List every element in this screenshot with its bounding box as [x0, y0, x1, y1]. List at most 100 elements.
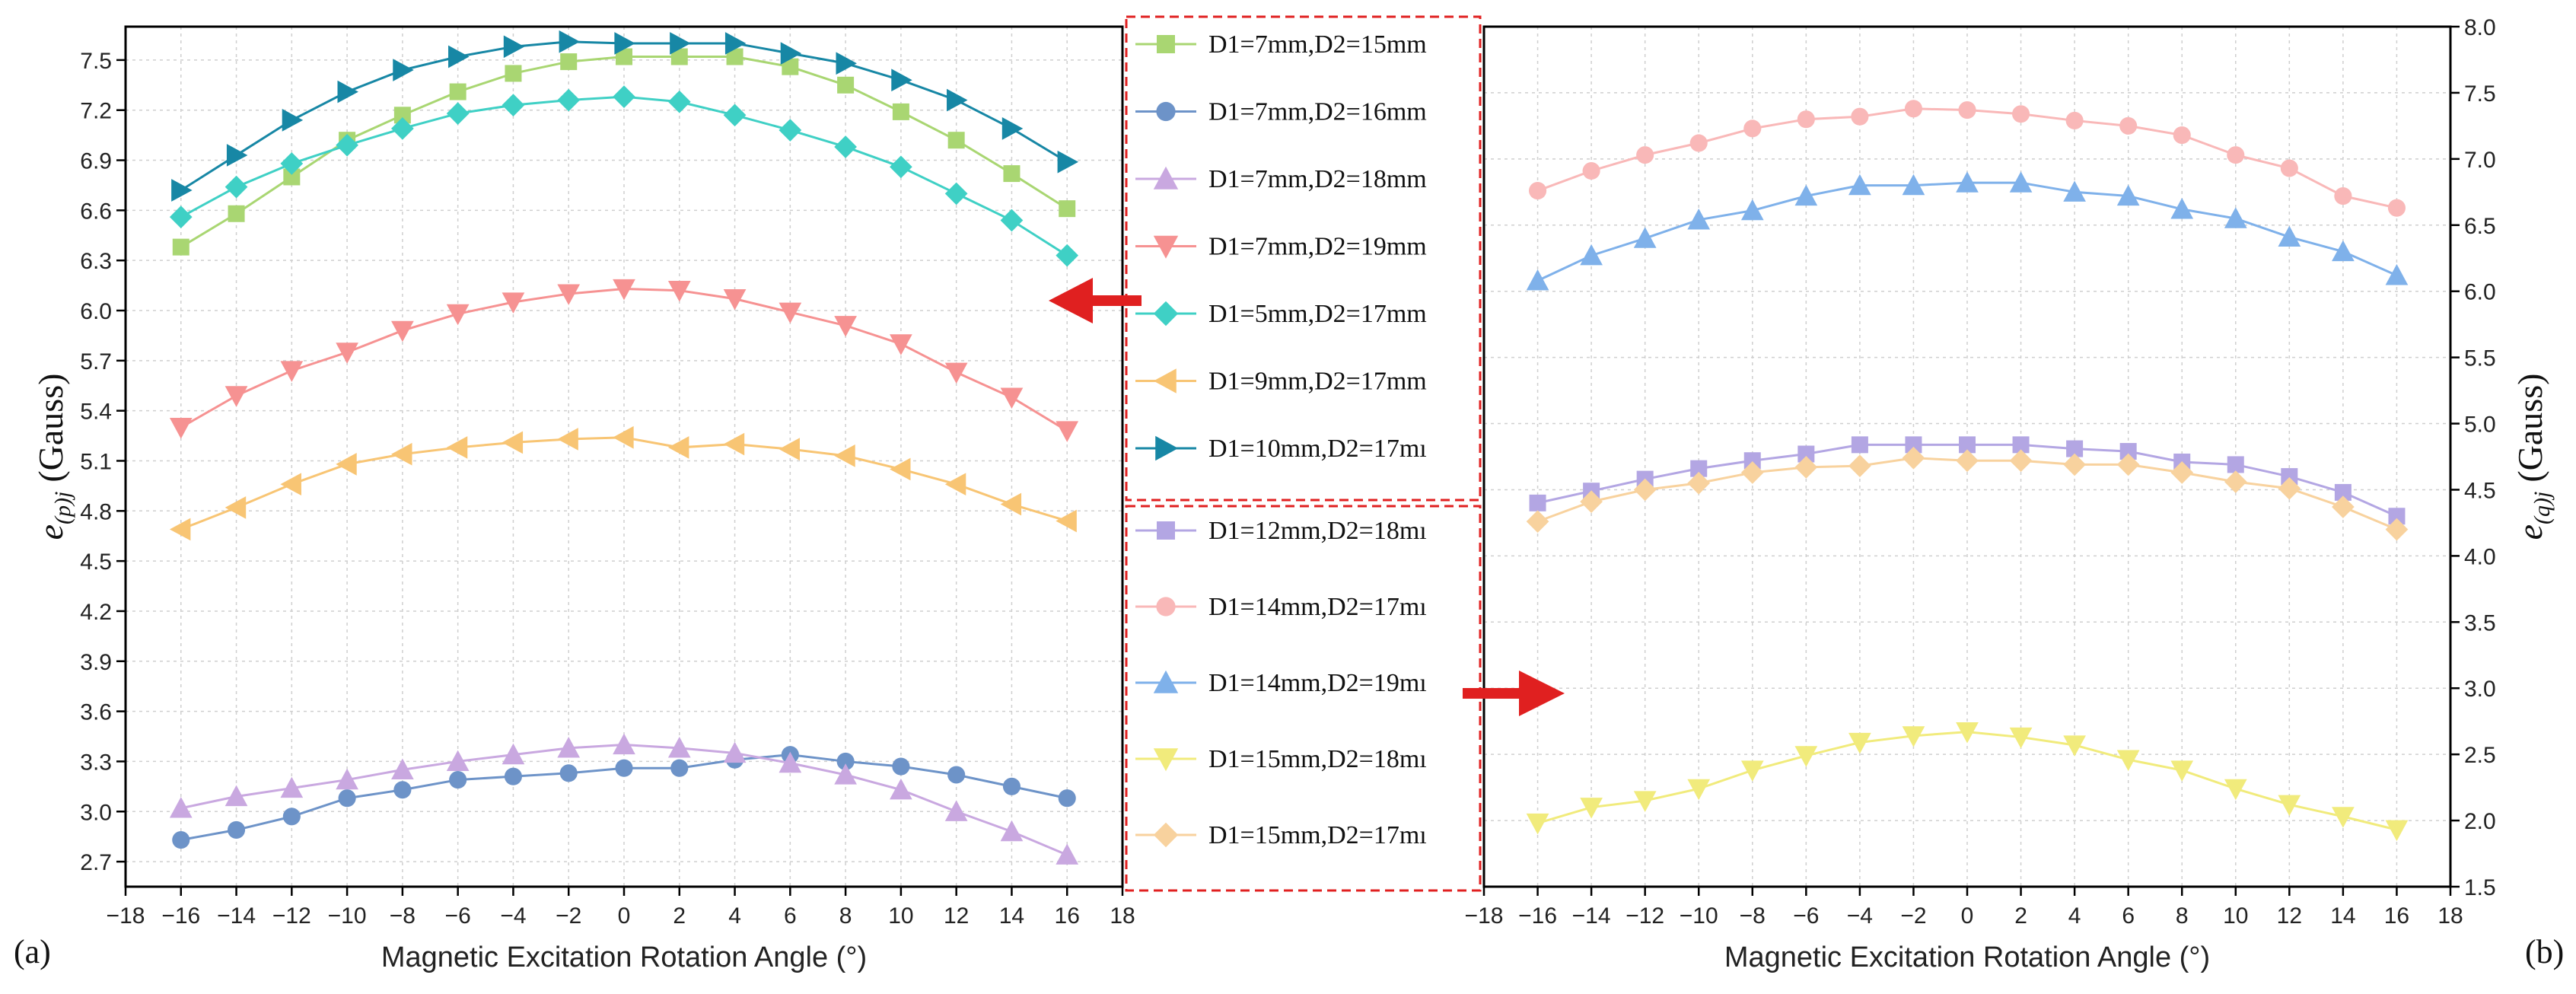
data-point	[391, 442, 412, 466]
data-point	[2388, 508, 2406, 525]
data-point	[1743, 119, 1762, 138]
legend-left-entries: D1=7mm,D2=15mm D1=7mm,D2=16mm D1=7mm,D2=18…	[1135, 30, 1427, 463]
legend-left: D1=7mm,D2=15mm D1=7mm,D2=16mm D1=7mm,D2=18…	[1125, 15, 1482, 502]
data-point	[1797, 445, 1815, 463]
chart-panel-b: −18 −16 −14 −12 −10 −8 −6 −4 −2 0 2 4 6 8 10 12 14 16 18 1…	[1465, 15, 2565, 973]
y-axis-unit-a: (Gauss)	[31, 374, 70, 483]
data-point	[1580, 490, 1603, 513]
data-point	[336, 342, 358, 364]
data-point	[391, 116, 414, 140]
x-tick-label-b: 2	[2014, 903, 2027, 929]
data-point	[336, 133, 358, 157]
x-tick-label-a: −14	[217, 903, 256, 929]
data-point	[228, 205, 245, 222]
legend-right: D1=12mm,D2=18mı D1=14mm,D2=17mı D1=14mm,D2…	[1125, 505, 1482, 892]
data-point	[1740, 199, 1764, 221]
data-point	[2063, 735, 2086, 757]
series-b-4	[1526, 722, 2409, 842]
data-point	[613, 733, 635, 755]
data-point	[559, 764, 578, 782]
data-point	[2227, 456, 2244, 473]
data-point	[172, 831, 190, 849]
x-tick-label-a: 0	[618, 903, 631, 929]
data-point	[283, 168, 301, 186]
y-tick-label-a: 7.5	[80, 49, 112, 74]
data-point	[892, 757, 910, 776]
data-point	[780, 42, 802, 65]
x-tick-label-b: −6	[1793, 903, 1819, 929]
x-tick-label-b: −2	[1900, 903, 1926, 929]
data-point	[2332, 495, 2355, 518]
data-point	[1633, 227, 1657, 248]
legend-label: D1=12mm,D2=18mı	[1208, 517, 1427, 545]
y-ticks-b: 1.5 2.0 2.5 3.0 3.5 4.0 4.5 5.0 5.5 6.0 6.5 7.0 7.5 8…	[2450, 15, 2496, 900]
data-point	[1526, 269, 1549, 291]
y-axis-title-a: e(p)j (Gauss)	[31, 374, 75, 540]
data-point	[1529, 182, 1547, 200]
data-point	[393, 59, 414, 81]
data-point	[782, 58, 799, 75]
x-tick-label-a: −12	[272, 903, 311, 929]
legend-label: D1=15mm,D2=18mı	[1208, 745, 1427, 773]
data-point	[171, 179, 193, 202]
legend-item: D1=10mm,D2=17mı	[1135, 435, 1427, 463]
x-tick-label-b: 4	[2068, 903, 2081, 929]
y-tick-label-b: 3.5	[2464, 610, 2496, 636]
series-line	[180, 95, 1068, 256]
data-point	[670, 32, 691, 55]
legend-marker	[1153, 368, 1177, 393]
x-axis-title-a: Magnetic Excitation Rotation Angle (°)	[381, 941, 867, 973]
data-point	[1580, 244, 1603, 266]
data-point	[779, 751, 802, 773]
data-point	[448, 45, 470, 68]
x-tick-label-b: 16	[2384, 903, 2409, 929]
data-point	[1056, 421, 1079, 442]
x-tick-label-b: 6	[2122, 903, 2135, 929]
series-a-7	[171, 30, 1079, 202]
x-ticks-a: −18 −16 −14 −12 −10 −8 −6 −4 −2 0 2 4 6 8 10 12 14 16 18	[107, 887, 1135, 929]
data-point	[228, 820, 246, 839]
y-tick-label-a: 5.7	[80, 349, 112, 374]
arrow-left-icon	[1049, 278, 1142, 323]
data-point	[172, 238, 189, 256]
arrow-right-icon	[1463, 671, 1565, 716]
data-point	[1526, 510, 1549, 534]
y-tick-label-a: 6.6	[80, 199, 112, 224]
legend-item: D1=9mm,D2=17mm	[1135, 368, 1427, 396]
data-point	[2224, 207, 2247, 228]
y-ticks-a: 2.7 3.0 3.3 3.6 3.9 4.2 4.5 4.8 5.1 5.4 5.7 6.0 6.3 6…	[80, 49, 126, 875]
data-point	[779, 302, 802, 324]
y-tick-label-b: 2.5	[2464, 743, 2496, 768]
data-point	[1057, 150, 1079, 174]
y-tick-label-b: 5.5	[2464, 346, 2496, 371]
data-point	[2116, 184, 2140, 206]
data-point	[1743, 452, 1761, 470]
series-a-6	[169, 425, 1077, 541]
data-point	[724, 32, 747, 55]
data-point	[1851, 436, 1868, 454]
legend-marker	[1155, 435, 1179, 461]
data-point	[944, 182, 968, 205]
y-tick-label-a: 2.7	[80, 850, 112, 875]
data-point	[505, 65, 522, 82]
series-a-4	[169, 279, 1079, 442]
y-tick-label-a: 3.6	[80, 700, 112, 725]
data-point	[2334, 186, 2352, 205]
y-tick-label-b: 6.5	[2464, 214, 2496, 239]
data-point	[559, 30, 581, 53]
x-tick-label-a: 2	[673, 903, 686, 929]
data-point	[502, 431, 524, 454]
data-point	[1690, 460, 1708, 477]
y-tick-label-a: 4.8	[80, 499, 112, 524]
data-point	[890, 155, 912, 179]
x-tick-label-b: −14	[1572, 903, 1611, 929]
data-point	[446, 750, 470, 772]
data-point	[2385, 263, 2409, 285]
data-point	[834, 444, 855, 467]
legend-marker	[1156, 597, 1176, 616]
data-point	[391, 758, 414, 780]
data-point	[1740, 760, 1764, 782]
series-b	[1526, 100, 2409, 842]
data-point	[2385, 518, 2409, 541]
